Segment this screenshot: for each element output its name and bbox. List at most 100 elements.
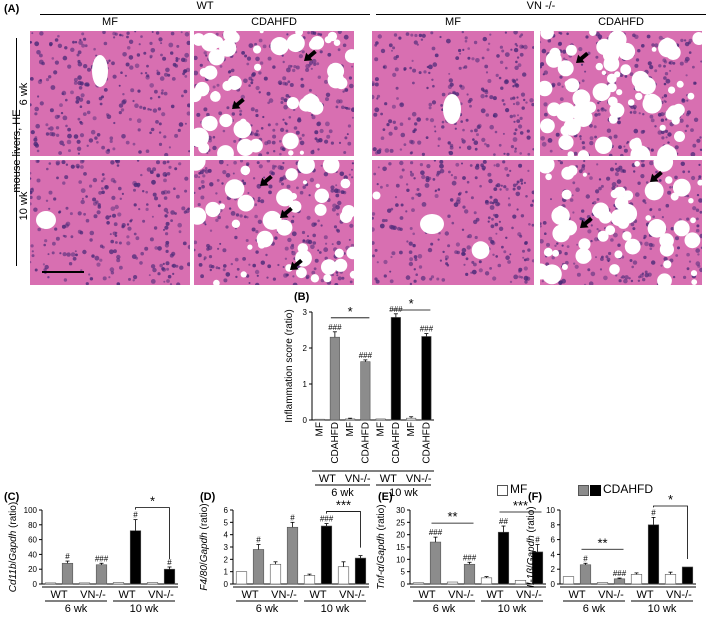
chart-e-genotype-label: VN-/- — [516, 589, 542, 601]
chart-e-genotype-label: WT — [418, 589, 435, 601]
chart-e-y-label-slash: / — [376, 563, 387, 566]
chart-d-bar — [269, 563, 282, 585]
chart-f-timepoint-label: 6 wk — [583, 603, 606, 615]
chart-d-bar — [354, 557, 367, 585]
chart-f-y-tick-label: 10 — [546, 506, 555, 515]
chart-f-y-tick-label: 2 — [551, 565, 556, 574]
chart-b-bar — [360, 361, 371, 421]
chart-d-timepoint-label: 6 wk — [256, 603, 279, 615]
chart-d-y-tick-label: 0 — [224, 580, 229, 589]
panel-a-label: (A) — [4, 3, 20, 15]
chart-d-genotype-label: WT — [241, 589, 258, 601]
chart-f-y-tick-label: 4 — [551, 550, 556, 559]
micrograph-wt-cdahfd-6wk — [194, 31, 354, 156]
chart-e-timepoint-label: 6 wk — [433, 603, 456, 615]
chart-d-bar — [303, 575, 316, 585]
chart-b-bar-annotation: ### — [420, 325, 434, 334]
chart-e-bar — [497, 531, 510, 585]
chart-c-y-label-gene: Cd11b — [8, 563, 19, 592]
chart-f-genotype-label: VN-/- — [666, 589, 692, 601]
chart-e-bar-annotation: ## — [499, 517, 508, 526]
chart-d-y-label-gene: F4/80 — [199, 565, 210, 591]
legend-cdahfd-gray-swatch — [578, 485, 589, 496]
chart-e-sig-label: *** — [513, 498, 528, 513]
chart-f-genotype-label: WT — [636, 589, 653, 601]
chart-c-bar-annotation: # — [133, 511, 138, 520]
chart-e-bar — [446, 581, 459, 585]
chart-e-y-label: Tnf-α/Gapdh (ratio) — [376, 504, 387, 589]
chart-d-y-tick-label: 2 — [224, 555, 229, 564]
chart-e-bar — [463, 563, 476, 585]
chart-e-y-tick-label: 25 — [396, 518, 405, 527]
chart-f-bar — [579, 564, 592, 585]
chart-e-sig-label: ** — [447, 509, 457, 524]
chart-f-y-label: Il-1β/Gapdh (ratio) — [526, 506, 537, 587]
chart-b-bar — [314, 418, 325, 421]
legend-cdahfd-black-swatch — [590, 485, 601, 496]
chart-c-y-tick-label: 20 — [28, 565, 37, 574]
chart-e-y-tick-label: 10 — [396, 555, 405, 564]
chart-d-y-tick-label: 5 — [224, 518, 229, 527]
chart-c-bar-annotation: # — [167, 558, 172, 567]
chart-d-bar — [286, 526, 299, 585]
chart-b-bar-annotation: ### — [389, 305, 403, 314]
chart-c-bar — [163, 568, 176, 585]
chart-e-bar — [514, 579, 527, 585]
chart-b-category-label: CDAHFD — [330, 422, 341, 464]
chart-b-genotype-label: WT — [319, 473, 336, 485]
micrograph-wt-mf-6wk — [30, 31, 190, 156]
chart-f-bar-annotation: # — [583, 554, 588, 563]
chart-d-bar-annotation: # — [290, 513, 295, 522]
chart-f-bar — [596, 582, 609, 585]
group-vn-line — [376, 14, 706, 15]
chart-b-timepoint-label: 6 wk — [331, 487, 354, 499]
chart-f-bar-annotation: ### — [613, 569, 627, 578]
chart-d-y-tick-label: 3 — [224, 543, 229, 552]
chart-c-genotype-label: WT — [50, 589, 67, 601]
chart-f-panel-label: (F) — [528, 491, 542, 503]
chart-c-sig-label: * — [150, 494, 155, 509]
chart-c-panel-label: (C) — [4, 491, 20, 503]
chart-b-y-tick-label: 3 — [303, 308, 308, 317]
chart-b-category-label: MF — [376, 422, 387, 436]
chart-d-y-label-slash: / — [199, 562, 210, 565]
chart-e-bar — [480, 577, 493, 585]
chart-e-bar-annotation: # — [535, 536, 540, 545]
chart-b-category-label: CDAHFD — [421, 422, 432, 464]
chart-f-bar-annotation: # — [651, 508, 656, 517]
col-vn-cdahfd-label: CDAHFD — [598, 16, 644, 28]
chart-c-genotype-label: WT — [118, 589, 135, 601]
chart-d-bar-annotation: ### — [320, 515, 334, 524]
chart-b-genotype-label: VN-/- — [406, 473, 432, 485]
chart-b-genotype-label: VN-/- — [345, 473, 371, 485]
chart-f-y-tick-label: 0 — [551, 580, 556, 589]
chart-f-bar — [681, 566, 694, 585]
chart-b-category-label: CDAHFD — [360, 422, 371, 464]
chart-f-y-tick-label: 6 — [551, 536, 556, 545]
chart-d-y-label-ref: Gapdh — [199, 532, 210, 562]
chart-b-y-label: Inflammation score (ratio) — [284, 309, 295, 422]
side-bracket — [16, 38, 17, 266]
chart-f-bar — [613, 578, 626, 585]
chart-b-y-tick-label: 2 — [303, 344, 308, 353]
chart-e-y-tick-label: 0 — [401, 580, 406, 589]
chart-d-genotype-label: VN-/- — [339, 589, 365, 601]
chart-f-bar — [664, 574, 677, 585]
chart-d-y-tick-label: 4 — [224, 531, 229, 540]
chart-c-bar — [61, 562, 74, 585]
chart-e-y-tick-label: 15 — [396, 543, 405, 552]
chart-b-category-label: CDAHFD — [391, 422, 402, 464]
chart-d-bar — [337, 566, 350, 585]
chart-b-bar — [329, 336, 340, 421]
chart-f-y-tick-label: 8 — [551, 521, 556, 530]
chart-d-y-label: F4/80/Gapdh (ratio) — [199, 503, 210, 590]
chart-d-genotype-label: WT — [309, 589, 326, 601]
chart-f-sig-label: ** — [597, 535, 607, 550]
chart-d-sig-label: *** — [336, 498, 351, 513]
chart-d-y-tick-label: 6 — [224, 506, 229, 515]
chart-c-y-label: Cd11b/Gapdh (ratio) — [8, 502, 19, 592]
micrograph-vn-cdahfd-6wk — [540, 31, 702, 156]
chart-e-y-label-unit: (ratio) — [376, 504, 387, 533]
